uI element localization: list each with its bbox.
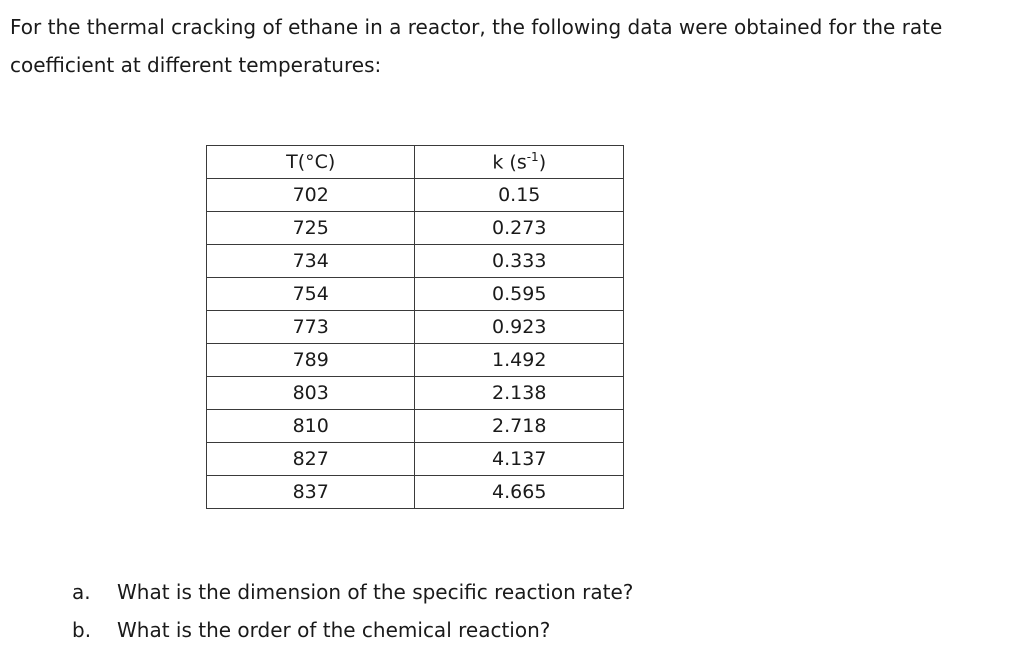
rate-coefficient-cell: 0.923 <box>414 310 624 344</box>
temperature-cell: 754 <box>205 277 416 311</box>
temperature-cell: 773 <box>205 310 416 344</box>
rate-coefficient-cell: 2.718 <box>414 409 624 443</box>
temperature-cell: 827 <box>205 442 416 476</box>
temperature-cell: 810 <box>205 409 416 443</box>
question-item: a. What is the dimension of the specific… <box>72 573 633 611</box>
k-header-prefix: k (s <box>492 151 527 174</box>
table-row: 810 2.718 <box>205 409 624 443</box>
table-row: 803 2.138 <box>205 376 624 410</box>
question-text: What is the dimension of the specific re… <box>117 580 634 604</box>
table-row: 827 4.137 <box>205 442 624 476</box>
question-list: a. What is the dimension of the specific… <box>72 573 633 649</box>
rate-coefficient-cell: 0.333 <box>414 244 624 278</box>
table-row: 734 0.333 <box>205 244 624 278</box>
rate-coefficient-cell: 0.595 <box>414 277 624 311</box>
question-text: What is the order of the chemical reacti… <box>117 618 551 642</box>
rate-coefficient-cell: 0.15 <box>414 178 624 212</box>
table-row: 702 0.15 <box>205 178 624 212</box>
problem-statement: For the thermal cracking of ethane in a … <box>10 15 943 77</box>
table-row: 773 0.923 <box>205 310 624 344</box>
table-row: 754 0.595 <box>205 277 624 311</box>
question-marker: b. <box>72 618 92 642</box>
rate-coefficient-column-header: k (s-1) <box>414 145 624 179</box>
temperature-cell: 725 <box>205 211 416 245</box>
rate-coefficient-table: T(°C) k (s-1) 702 0.15 725 0.273 734 0.3… <box>205 145 624 509</box>
rate-coefficient-cell: 4.137 <box>414 442 624 476</box>
temperature-cell: 702 <box>205 178 416 212</box>
temperature-cell: 789 <box>205 343 416 377</box>
temperature-cell: 837 <box>205 475 416 509</box>
question-item: b. What is the order of the chemical rea… <box>72 611 633 649</box>
rate-coefficient-cell: 2.138 <box>414 376 624 410</box>
rate-coefficient-cell: 4.665 <box>414 475 624 509</box>
temperature-cell: 734 <box>205 244 416 278</box>
rate-coefficient-cell: 0.273 <box>414 211 624 245</box>
temperature-cell: 803 <box>205 376 416 410</box>
table-row: 789 1.492 <box>205 343 624 377</box>
question-marker: a. <box>72 580 91 604</box>
table-row: 837 4.665 <box>205 475 624 509</box>
table-row: 725 0.273 <box>205 211 624 245</box>
temperature-column-header: T(°C) <box>205 145 416 179</box>
k-header-exponent: -1 <box>526 150 539 165</box>
table-header-row: T(°C) k (s-1) <box>205 145 624 179</box>
rate-coefficient-cell: 1.492 <box>414 343 624 377</box>
k-header-suffix: ) <box>538 151 547 174</box>
